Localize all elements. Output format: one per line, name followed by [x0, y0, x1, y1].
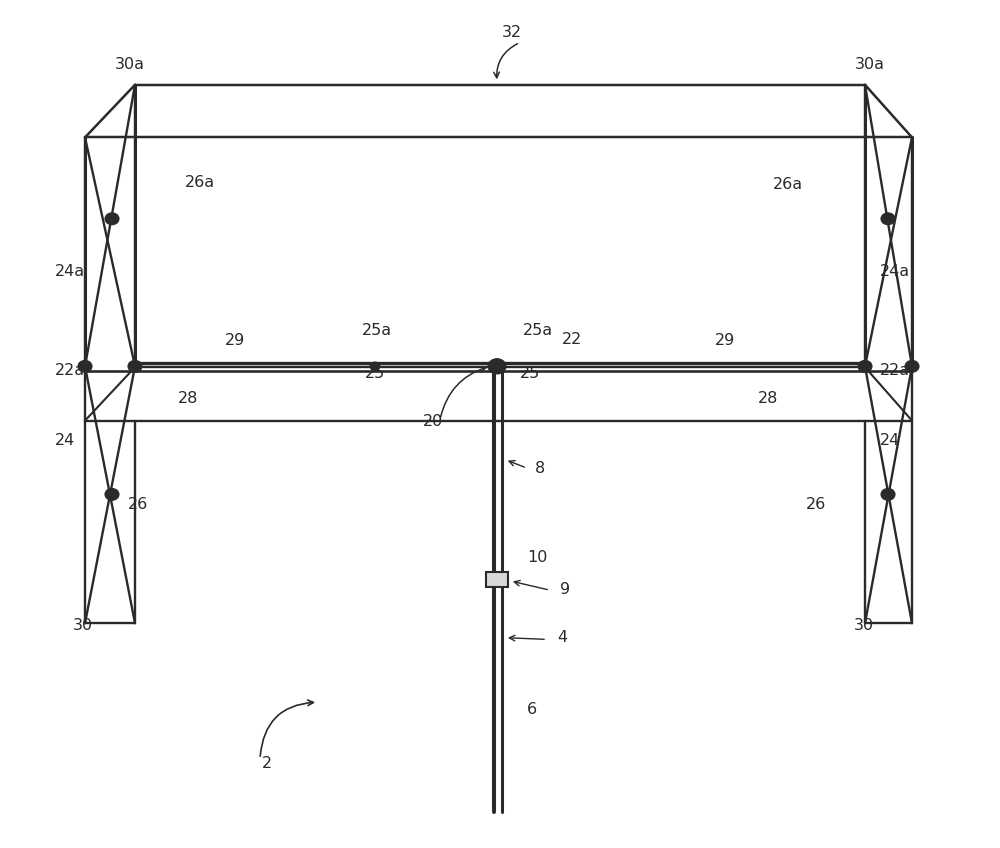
- Text: 24: 24: [55, 433, 75, 449]
- Text: 26: 26: [128, 497, 148, 512]
- Circle shape: [881, 213, 895, 225]
- Text: 4: 4: [557, 630, 567, 645]
- Text: 25a: 25a: [362, 323, 392, 338]
- Text: 30: 30: [73, 618, 93, 633]
- Text: 26: 26: [806, 497, 826, 512]
- Text: 26a: 26a: [185, 175, 215, 190]
- Text: 24a: 24a: [55, 264, 85, 279]
- Text: 9: 9: [560, 582, 570, 597]
- Text: 25a: 25a: [523, 323, 553, 338]
- Text: 10: 10: [527, 550, 547, 566]
- Text: 25: 25: [365, 365, 385, 381]
- Text: 20: 20: [423, 414, 443, 429]
- Text: 30a: 30a: [115, 57, 145, 72]
- Text: 32: 32: [502, 25, 522, 40]
- Circle shape: [105, 488, 119, 500]
- FancyBboxPatch shape: [486, 572, 508, 587]
- Circle shape: [881, 488, 895, 500]
- Text: 30: 30: [854, 618, 874, 633]
- Text: 6: 6: [527, 702, 537, 717]
- Text: 24a: 24a: [880, 264, 910, 279]
- Circle shape: [858, 360, 872, 372]
- Text: 25: 25: [520, 365, 540, 381]
- Circle shape: [488, 359, 506, 374]
- Circle shape: [105, 213, 119, 225]
- Text: 2: 2: [262, 756, 272, 771]
- Circle shape: [370, 362, 380, 371]
- Text: 29: 29: [715, 333, 735, 349]
- Text: 22a: 22a: [880, 363, 910, 378]
- Circle shape: [78, 360, 92, 372]
- Text: 8: 8: [535, 460, 545, 476]
- Text: 28: 28: [758, 391, 778, 406]
- Circle shape: [905, 360, 919, 372]
- Text: 22: 22: [562, 332, 582, 347]
- Text: 24: 24: [880, 433, 900, 449]
- Text: 29: 29: [225, 333, 245, 349]
- Text: 22a: 22a: [55, 363, 85, 378]
- Text: 26a: 26a: [773, 176, 803, 192]
- Text: 28: 28: [178, 391, 198, 406]
- Circle shape: [128, 360, 142, 372]
- Text: 30a: 30a: [855, 57, 885, 72]
